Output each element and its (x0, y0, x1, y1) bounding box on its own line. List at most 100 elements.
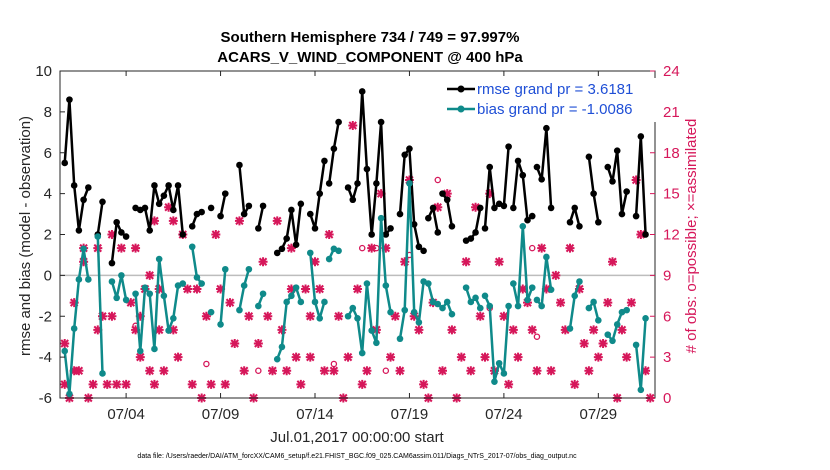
plot-background (60, 71, 655, 398)
rmse-point (151, 182, 158, 189)
obs-assimilated-marker (268, 366, 277, 376)
obs-assimilated-marker (220, 379, 230, 389)
rmse-point (278, 245, 286, 253)
obs-assimilated-marker (315, 284, 325, 294)
rmse-point (613, 147, 621, 155)
rmse-point (330, 145, 338, 152)
obs-assimilated-marker (296, 379, 306, 389)
bias-point (377, 214, 385, 222)
y2-tick-label: 18 (663, 145, 680, 162)
rmse-point (420, 247, 427, 255)
obs-assimilated-marker (438, 366, 447, 376)
rmse-point (481, 225, 489, 232)
obs-assimilated-marker (301, 284, 311, 294)
y-tick-label: 0 (44, 267, 52, 284)
bias-point (443, 298, 451, 306)
rmse-point (618, 210, 626, 218)
obs-assimilated-marker (508, 325, 518, 335)
obs-assimilated-marker (183, 284, 192, 294)
bias-point (434, 300, 442, 308)
rmse-point (425, 214, 432, 222)
rmse-point (533, 163, 541, 171)
bias-point (61, 347, 69, 355)
obs-assimilated-marker (173, 352, 183, 362)
bias-point (108, 278, 116, 285)
bias-point (198, 280, 205, 287)
bias-point (514, 302, 522, 310)
rmse-point (642, 231, 649, 238)
bias-point (94, 233, 102, 240)
rmse-point (439, 190, 446, 197)
rmse-point (122, 233, 130, 240)
obs-assimilated-marker (272, 216, 282, 226)
obs-assimilated-marker (244, 311, 254, 321)
obs-assimilated-marker (329, 366, 339, 376)
rmse-point (510, 204, 517, 212)
obs-assimilated-marker (466, 366, 476, 376)
x-axis-label: Jul.01,2017 00:00:00 start (270, 429, 444, 446)
obs-assimilated-marker (400, 257, 410, 267)
obs-assimilated-marker (565, 243, 575, 253)
legend: rmse grand pr = 3.6181 bias grand pr = -… (437, 78, 659, 122)
bias-point (146, 290, 154, 298)
rmse-line (96, 201, 104, 235)
bias-point (354, 314, 361, 322)
series-rmse (61, 88, 649, 267)
bias-point (316, 314, 324, 322)
rmse-point (99, 198, 106, 206)
obs-assimilated-marker (622, 352, 632, 362)
plot-area (60, 71, 655, 398)
rmse-point (500, 202, 508, 210)
y2-axis-label: # of obs: o=possible; ×=assimilated (683, 119, 700, 354)
bias-point (524, 296, 531, 304)
rmse-point (179, 231, 187, 238)
obs-assimilated-marker (149, 379, 159, 389)
rmse-point (524, 216, 531, 224)
y2-tick-label: 15 (663, 186, 680, 203)
bias-point (609, 337, 616, 345)
obs-assimilated-marker (362, 366, 372, 376)
y2-tick-label: 24 (663, 63, 680, 80)
bias-point (401, 306, 409, 314)
chart-title: Southern Hemisphere 734 / 749 = 97.997% (221, 29, 520, 46)
rmse-point (476, 204, 484, 212)
bias-point (505, 302, 512, 310)
rmse-point (85, 184, 92, 191)
obs-assimilated-marker (324, 230, 334, 239)
x-tick-label: 07/24 (485, 406, 523, 423)
obs-assimilated-marker (112, 379, 122, 389)
bias-point (623, 306, 630, 314)
bias-point (240, 282, 248, 289)
bias-point (70, 325, 78, 332)
obs-assimilated-marker (480, 352, 490, 362)
obs-assimilated-marker (532, 366, 542, 376)
obs-possible-marker (330, 360, 338, 368)
bias-point (632, 341, 640, 349)
obs-assimilated-marker (305, 311, 315, 321)
bias-point (170, 314, 177, 322)
bias-point (122, 296, 130, 304)
obs-assimilated-marker (556, 298, 566, 308)
rmse-point (75, 227, 83, 234)
bias-point (155, 255, 163, 263)
bias-point (236, 306, 243, 314)
x-tick-label: 07/19 (391, 406, 429, 423)
bias-line (535, 255, 553, 308)
y2-tick-label: 0 (663, 390, 671, 407)
bias-point (358, 349, 366, 357)
bias-line (110, 274, 128, 301)
rmse-point (325, 180, 333, 187)
obs-possible-marker (203, 360, 210, 368)
bias-point (406, 180, 413, 187)
obs-assimilated-marker (447, 325, 457, 335)
rmse-point (415, 243, 423, 251)
bias-point (543, 253, 550, 261)
bias-point (472, 294, 479, 302)
rmse-point (609, 178, 616, 185)
obs-possible-marker (382, 367, 390, 374)
rmse-point (543, 124, 550, 132)
series-lines (61, 88, 649, 398)
bias-point (510, 280, 517, 287)
obs-assimilated-marker (504, 379, 514, 389)
